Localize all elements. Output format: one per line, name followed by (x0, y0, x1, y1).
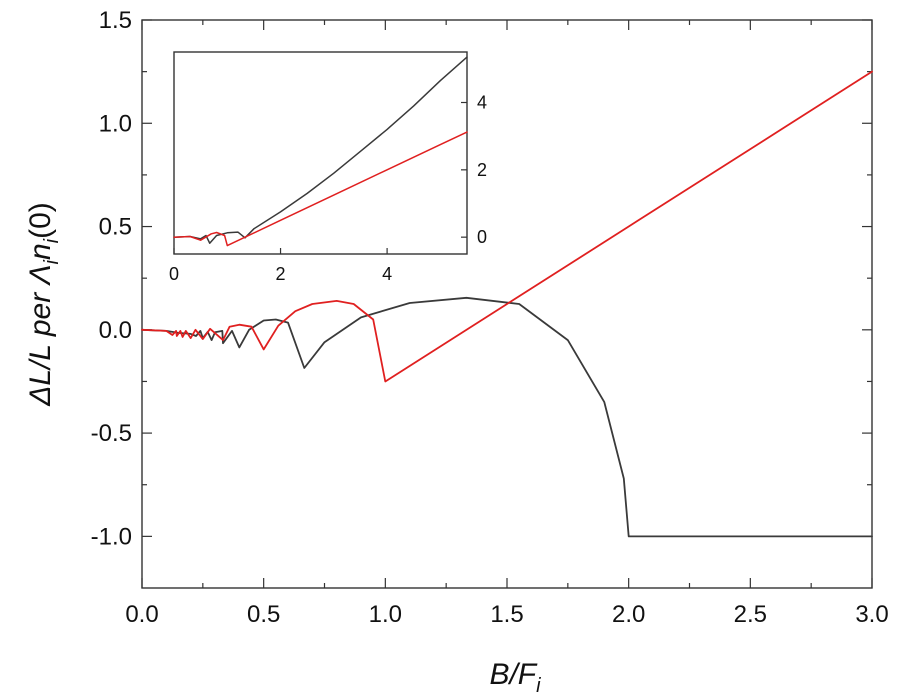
svg-text:ΔL/L per Λini(0): ΔL/L per Λini(0) (24, 202, 63, 407)
y-tick-label: 1.0 (99, 110, 132, 137)
y-tick-label: 4 (477, 93, 487, 113)
x-tick-label: 1.0 (369, 601, 402, 628)
x-axis-label-main: B/F (489, 658, 537, 691)
x-tick-label: 3.0 (855, 601, 888, 628)
x-tick-label: 1.5 (490, 601, 523, 628)
y-tick-label: 0.5 (99, 214, 132, 241)
inset-ticks: 0 2 4 0 2 4 (169, 93, 487, 285)
x-tick-label: 4 (382, 264, 392, 284)
series-line-black (141, 296, 873, 538)
x-tick-label: 2 (276, 264, 286, 284)
y-axis-label: ΔL/L per Λini(0) (24, 202, 63, 407)
x-tick-label: 0 (169, 264, 179, 284)
y-axis-label-suffix: (0) (24, 202, 57, 239)
y-axis-label-mid: n (24, 243, 57, 260)
series-line-red (173, 131, 468, 247)
x-tick-label: 0.0 (125, 601, 158, 628)
y-tick-label: 0 (477, 227, 487, 247)
y-axis-label-sub1: i (41, 259, 63, 264)
y-axis-label-prefix: ΔL/L per Λ (24, 264, 57, 406)
x-axis-label: B/Fi (489, 658, 541, 697)
series-line-black (173, 56, 468, 244)
main-ticks: 0.0 0.5 1.0 1.5 2.0 2.5 3.0 -1.0 -0.5 0.0 0.5 1.0 1.… (91, 7, 889, 628)
y-axis-label-sub2: i (41, 238, 63, 243)
inset-series-group (173, 56, 468, 247)
y-tick-label: 2 (477, 160, 487, 180)
y-tick-label: 1.5 (99, 7, 132, 34)
main-series-group (141, 70, 873, 538)
x-axis-label-sub: i (536, 675, 541, 697)
series-line-red (141, 70, 873, 383)
y-tick-label: 0.0 (99, 317, 132, 344)
x-tick-label: 0.5 (247, 601, 280, 628)
x-tick-label: 2.0 (612, 601, 645, 628)
inset-plot-frame (173, 51, 468, 255)
x-tick-label: 2.5 (734, 601, 767, 628)
y-tick-label: -1.0 (91, 523, 132, 550)
y-tick-label: -0.5 (91, 420, 132, 447)
